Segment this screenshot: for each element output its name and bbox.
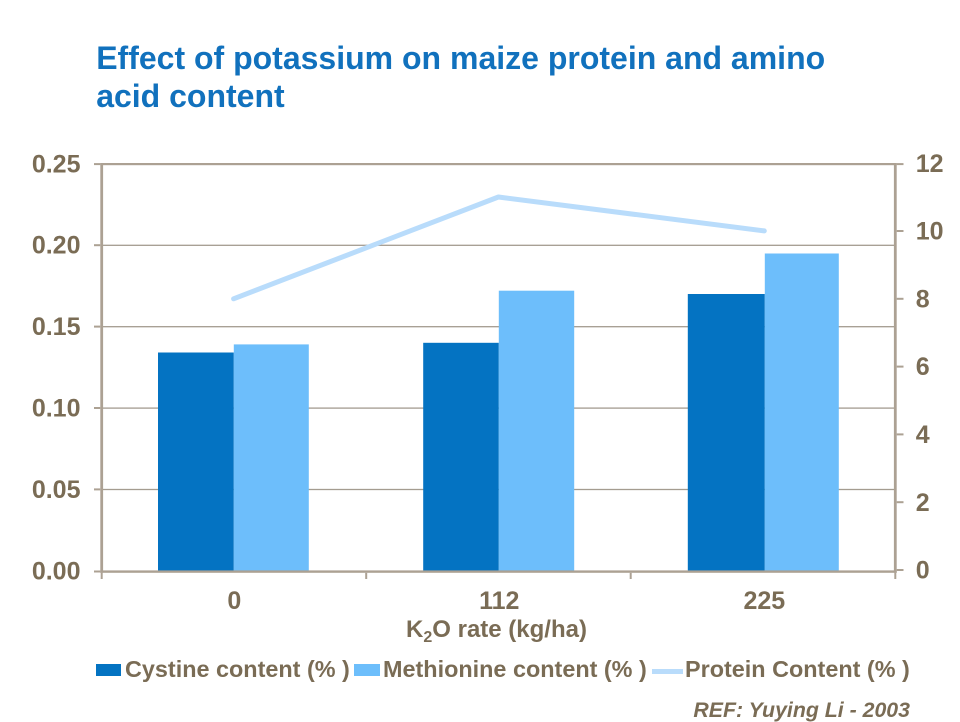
svg-text:12: 12	[916, 150, 944, 178]
svg-text:0: 0	[916, 557, 930, 585]
svg-text:2: 2	[916, 489, 930, 517]
svg-text:6: 6	[916, 353, 930, 381]
svg-text:8: 8	[916, 285, 930, 313]
svg-text:0.05: 0.05	[32, 476, 81, 504]
svg-text:0.25: 0.25	[32, 150, 81, 178]
svg-text:0.15: 0.15	[32, 313, 81, 341]
svg-text:0.10: 0.10	[32, 395, 81, 423]
svg-text:0.20: 0.20	[32, 232, 81, 260]
svg-text:0: 0	[227, 587, 241, 615]
svg-text:0.00: 0.00	[32, 557, 81, 585]
svg-text:225: 225	[743, 587, 785, 615]
svg-text:112: 112	[479, 587, 519, 615]
svg-text:10: 10	[916, 218, 944, 246]
svg-text:4: 4	[916, 421, 930, 449]
